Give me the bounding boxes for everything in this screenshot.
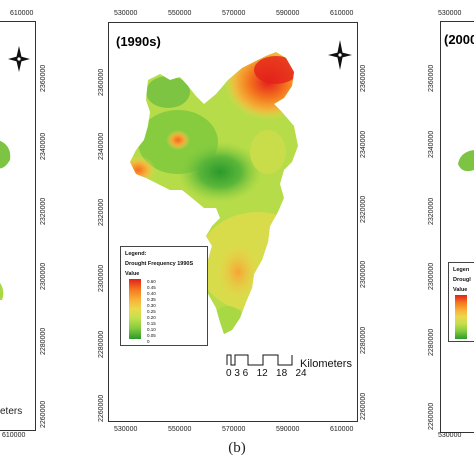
scale-bar-ticks: 0 3 6 12 18 24 [226, 368, 307, 379]
left-y-tick-6: 2260000 [40, 400, 47, 428]
right-bottom-x-tick: 530000 [438, 432, 462, 439]
right-y-tick-6: 2260000 [428, 402, 435, 430]
right-y-tick-3: 2320000 [428, 197, 435, 225]
center-bottom-x-tick-5: 610000 [330, 426, 354, 433]
right-legend-layer: Drougl [453, 277, 471, 283]
center-top-x-tick-1: 530000 [114, 10, 138, 17]
right-legend-title: Legen [453, 267, 470, 273]
legend-field-name: Value [125, 271, 140, 277]
center-y-left-tick-1: 2360000 [98, 68, 105, 96]
legend-value-8: 0.15 [147, 321, 156, 326]
left-y-tick-3: 2320000 [40, 197, 47, 225]
left-y-tick-1: 2360000 [40, 64, 47, 92]
center-top-x-tick-2: 550000 [168, 10, 192, 17]
left-map-region [0, 140, 11, 300]
center-top-x-tick-4: 590000 [276, 10, 300, 17]
scale-bar-graphic [226, 354, 293, 366]
right-map-region [458, 150, 474, 172]
map-legend: Legend: Drought Frequency 1990S Value 0.… [120, 246, 208, 346]
legend-value-10: 0.05 [147, 333, 156, 338]
center-y-right-tick-2: 2340000 [360, 130, 367, 158]
legend-value-3: 0.40 [147, 291, 156, 296]
legend-value-2: 0.45 [147, 285, 156, 290]
right-legend-field: Value [453, 287, 468, 293]
left-map-panel: 610000 eters 610000 2360000 2340000 2320… [0, 0, 60, 440]
center-y-right-tick-4: 2300000 [360, 260, 367, 288]
center-y-left-tick-4: 2300000 [98, 264, 105, 292]
center-y-right-tick-6: 2260000 [360, 392, 367, 420]
scale-bar: 0 3 6 12 18 24 Kilometers [226, 348, 356, 384]
center-map-panel: 530000 550000 570000 590000 610000 23600… [96, 8, 367, 438]
scale-bar-unit: Kilometers [300, 358, 352, 370]
center-bottom-x-tick-3: 570000 [222, 426, 246, 433]
center-y-left-tick-2: 2340000 [98, 132, 105, 160]
legend-value-6: 0.25 [147, 309, 156, 314]
right-y-tick-4: 2300000 [428, 262, 435, 290]
left-map-frame [0, 21, 36, 431]
legend-value-11: 0 [147, 339, 150, 344]
figure-caption: (b) [228, 440, 246, 456]
legend-value-5: 0.30 [147, 303, 156, 308]
right-legend-color-ramp [455, 295, 467, 339]
center-bottom-x-tick-4: 590000 [276, 426, 300, 433]
center-top-x-tick-5: 610000 [330, 10, 354, 17]
right-top-x-tick: 530000 [438, 10, 462, 17]
center-y-right-tick-1: 2360000 [360, 64, 367, 92]
right-map-title: (2000 [444, 32, 474, 47]
legend-color-ramp [129, 279, 141, 339]
center-map-title: (1990s) [116, 34, 161, 49]
right-map-legend: Legen Drougl Value [448, 262, 474, 342]
center-top-x-tick-3: 570000 [222, 10, 246, 17]
left-top-x-tick: 610000 [10, 10, 34, 17]
left-y-tick-2: 2340000 [40, 132, 47, 160]
left-y-tick-5: 2280000 [40, 327, 47, 355]
center-y-right-tick-5: 2280000 [360, 326, 367, 354]
center-y-left-tick-3: 2320000 [98, 198, 105, 226]
center-y-right-tick-3: 2320000 [360, 195, 367, 223]
center-bottom-x-tick-2: 550000 [168, 426, 192, 433]
legend-value-9: 0.10 [147, 327, 156, 332]
legend-value-1: 0.60 [147, 279, 156, 284]
center-y-left-tick-5: 2280000 [98, 330, 105, 358]
legend-value-7: 0.20 [147, 315, 156, 320]
left-y-tick-4: 2300000 [40, 262, 47, 290]
center-bottom-x-tick-1: 530000 [114, 426, 138, 433]
right-map-panel: 530000 (2000 2360000 2340000 2320000 230… [416, 0, 474, 440]
left-north-arrow-icon [8, 46, 30, 72]
center-north-arrow-icon [328, 40, 352, 70]
legend-value-4: 0.35 [147, 297, 156, 302]
left-scale-text: eters [0, 406, 23, 417]
right-y-tick-2: 2340000 [428, 130, 435, 158]
right-map-frame [440, 21, 474, 433]
legend-title: Legend: [125, 251, 147, 257]
center-y-left-tick-6: 2260000 [98, 394, 105, 422]
right-y-tick-5: 2280000 [428, 328, 435, 356]
left-bottom-x-tick: 610000 [2, 432, 26, 439]
legend-layer-name: Drought Frequency 1990S [125, 261, 194, 267]
right-y-tick-1: 2360000 [428, 64, 435, 92]
